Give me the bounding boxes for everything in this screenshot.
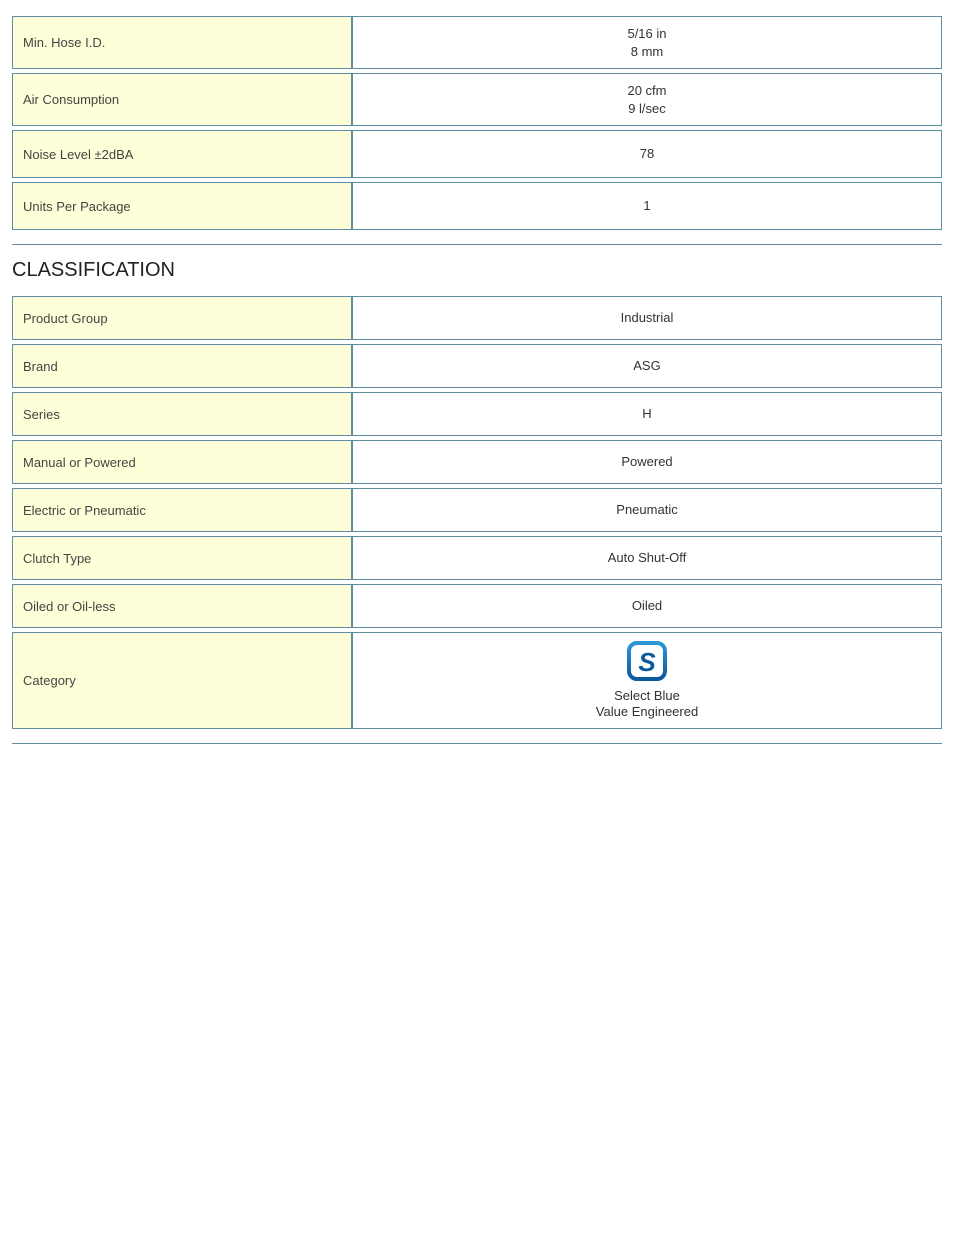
spec-row: Units Per Package1	[12, 182, 942, 230]
class-row-category: Category S Select BlueValue Engineered	[12, 632, 942, 729]
class-row: SeriesH	[12, 392, 942, 436]
spec-label: Noise Level ±2dBA	[12, 130, 352, 178]
spec-value: 1	[352, 182, 942, 230]
spec-value: 78	[352, 130, 942, 178]
class-label: Clutch Type	[12, 536, 352, 580]
spec-row: Noise Level ±2dBA78	[12, 130, 942, 178]
spec-label: Air Consumption	[12, 73, 352, 126]
classification-heading: CLASSIFICATION	[12, 259, 942, 282]
class-label: Electric or Pneumatic	[12, 488, 352, 532]
spec-value: 20 cfm9 l/sec	[352, 73, 942, 126]
class-row: Oiled or Oil-lessOiled	[12, 584, 942, 628]
spec-value: 5/16 in8 mm	[352, 16, 942, 69]
class-value: Auto Shut-Off	[352, 536, 942, 580]
section-divider	[12, 244, 942, 245]
category-line2: Value Engineered	[363, 704, 931, 720]
class-value: Oiled	[352, 584, 942, 628]
class-value: Powered	[352, 440, 942, 484]
section-divider-end	[12, 743, 942, 744]
spec-label: Min. Hose I.D.	[12, 16, 352, 69]
class-label: Category	[12, 632, 352, 729]
category-line1: Select Blue	[363, 688, 931, 704]
svg-text:S: S	[638, 647, 656, 677]
class-value: Pneumatic	[352, 488, 942, 532]
class-label: Product Group	[12, 296, 352, 340]
class-row: Electric or PneumaticPneumatic	[12, 488, 942, 532]
class-value-category: S Select BlueValue Engineered	[352, 632, 942, 729]
classification-table: Product GroupIndustrialBrandASGSeriesHMa…	[12, 292, 942, 733]
class-label: Oiled or Oil-less	[12, 584, 352, 628]
class-label: Brand	[12, 344, 352, 388]
class-row: BrandASG	[12, 344, 942, 388]
class-value: ASG	[352, 344, 942, 388]
class-label: Manual or Powered	[12, 440, 352, 484]
class-row: Product GroupIndustrial	[12, 296, 942, 340]
spec-row: Air Consumption20 cfm9 l/sec	[12, 73, 942, 126]
specs-table: Min. Hose I.D.5/16 in8 mmAir Consumption…	[12, 12, 942, 234]
class-value: Industrial	[352, 296, 942, 340]
class-row: Clutch TypeAuto Shut-Off	[12, 536, 942, 580]
class-label: Series	[12, 392, 352, 436]
class-row: Manual or PoweredPowered	[12, 440, 942, 484]
spec-label: Units Per Package	[12, 182, 352, 230]
spec-row: Min. Hose I.D.5/16 in8 mm	[12, 16, 942, 69]
select-blue-icon: S	[627, 641, 667, 681]
class-value: H	[352, 392, 942, 436]
